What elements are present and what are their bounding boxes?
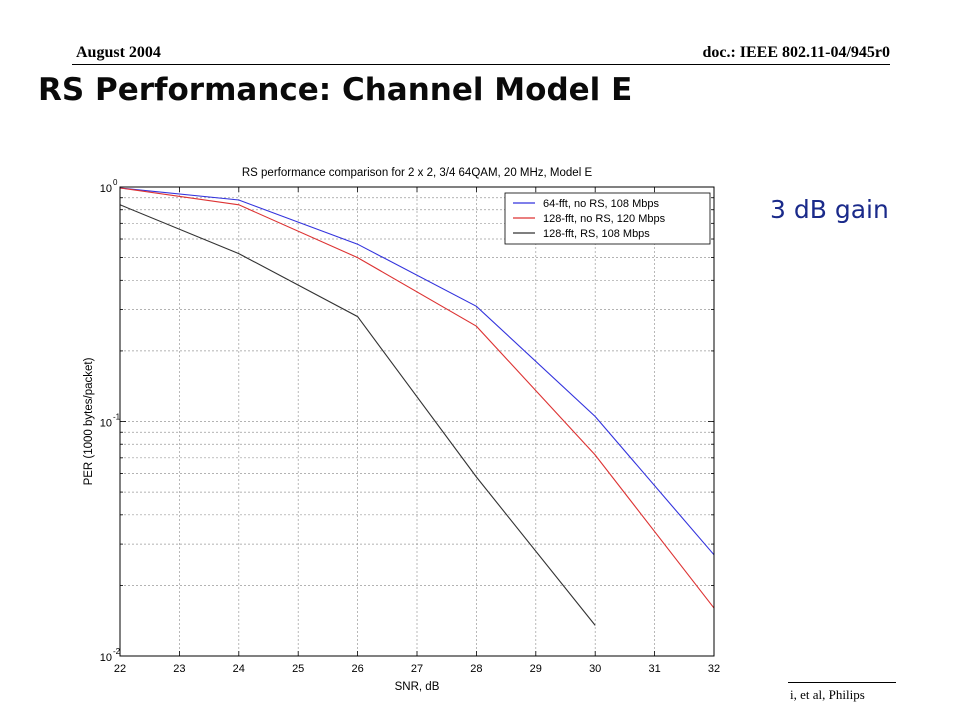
footer-author: i, et al, Philips	[790, 687, 865, 702]
chart-title: RS performance comparison for 2 x 2, 3/4…	[242, 167, 593, 179]
y-tick-exponent: 0	[113, 178, 118, 187]
x-axis-label: SNR, dB	[395, 681, 440, 693]
plot-frame	[119, 186, 715, 657]
y-tick-exponent: -2	[113, 647, 121, 656]
series-line	[119, 187, 715, 609]
legend-label: 128-fft, no RS, 120 Mbps	[543, 213, 666, 225]
x-tick-label: 32	[708, 663, 720, 675]
y-tick-label: 10	[100, 652, 112, 664]
legend-box	[504, 192, 711, 245]
y-tick-label: 10	[100, 418, 112, 430]
gain-annotation: 3 dB gain	[770, 195, 889, 224]
legend: 64-fft, no RS, 108 Mbps 128-fft, no RS, 1…	[504, 192, 711, 245]
legend-label: 128-fft, RS, 108 Mbps	[543, 228, 650, 240]
x-tick-label: 28	[470, 663, 482, 675]
x-tick-label: 27	[411, 663, 423, 675]
x-tick-label: 29	[530, 663, 542, 675]
legend-label: 64-fft, no RS, 108 Mbps	[543, 198, 659, 210]
x-tick-label: 23	[173, 663, 185, 675]
x-tick-label: 25	[292, 663, 304, 675]
x-tick-label: 30	[589, 663, 601, 675]
y-tick-exponent: -1	[113, 413, 121, 422]
grid	[120, 187, 714, 656]
header-doc-id: doc.: IEEE 802.11-04/945r0	[702, 44, 890, 61]
x-tick-label: 22	[114, 663, 126, 675]
x-tick-label: 31	[648, 663, 660, 675]
series-line	[119, 204, 596, 626]
y-axis-label: PER (1000 bytes/packet)	[83, 357, 95, 485]
header-divider	[72, 64, 890, 65]
x-tick-label: 26	[351, 663, 363, 675]
y-tick-label: 10	[100, 183, 112, 195]
footer-divider	[788, 682, 896, 683]
header-date: August 2004	[76, 44, 161, 61]
series-line	[119, 187, 715, 556]
x-tick-label: 24	[233, 663, 245, 675]
slide-title: RS Performance: Channel Model E	[38, 72, 633, 108]
